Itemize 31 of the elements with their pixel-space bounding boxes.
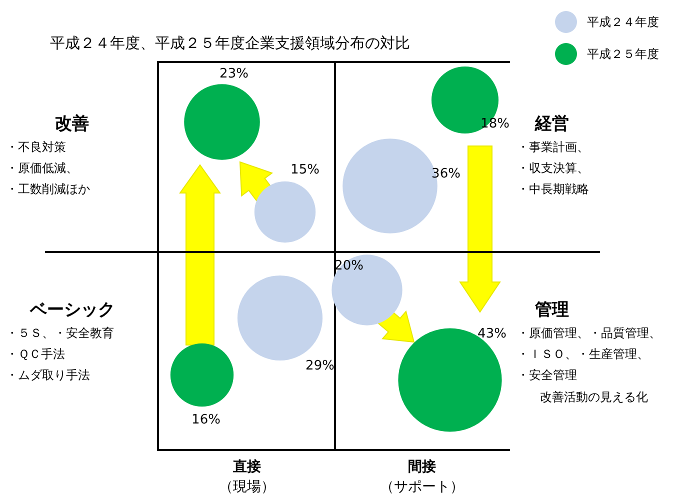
text: 間接 <box>408 458 436 476</box>
text: 改善活動の見える化 <box>540 389 648 406</box>
text: （サポート） <box>380 478 464 496</box>
text: ・ＩＳＯ、・生産管理、 <box>517 346 649 363</box>
category-label: ベーシック <box>30 299 115 321</box>
text: ・原価管理、・品質管理、 <box>517 325 661 342</box>
data-label: 15% <box>290 162 320 178</box>
text: （現場） <box>219 478 275 496</box>
legend-label: 平成２４年度 <box>587 14 659 30</box>
text: ・５Ｓ、・安全教育 <box>6 325 114 342</box>
text: ・不良対策 <box>6 139 66 156</box>
data-label: 16% <box>192 412 220 428</box>
data-label: 29% <box>306 358 334 374</box>
category-label: 経営 <box>535 113 569 135</box>
data-label: 20% <box>334 258 364 274</box>
data-label: 23% <box>220 66 248 82</box>
category-label: 管理 <box>535 299 569 321</box>
data-label: 36% <box>432 166 460 182</box>
data-label: 43% <box>478 326 506 342</box>
legend-label: 平成２５年度 <box>587 46 659 62</box>
text: ・中長期戦略 <box>517 181 589 198</box>
text: ・工数削減ほか <box>6 181 90 198</box>
text: 直接 <box>233 458 261 476</box>
text: ・ＱＣ手法 <box>6 346 65 363</box>
text: ・原価低減、 <box>6 160 78 177</box>
text: ・事業計画、 <box>517 139 589 156</box>
text: ・安全管理 <box>517 367 577 384</box>
text: 平成２４年度、平成２５年度企業支援領域分布の対比 <box>50 34 410 53</box>
category-label: 改善 <box>55 113 89 135</box>
text: ・ムダ取り手法 <box>6 367 90 384</box>
text: ・収支決算、 <box>517 160 589 177</box>
